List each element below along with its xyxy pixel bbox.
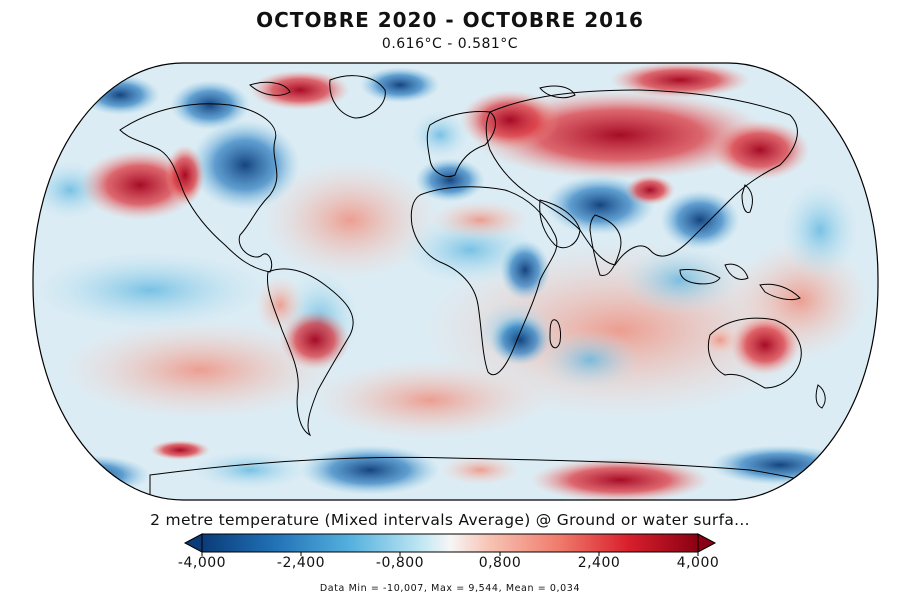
colorbar-tick-label: 4,000 <box>676 555 720 571</box>
map-subtitle: 0.616°C - 0.581°C <box>381 36 519 52</box>
colorbar-tick-label: -4,000 <box>177 555 227 571</box>
map-title: OCTOBRE 2020 - OCTOBRE 2016 <box>256 8 644 32</box>
colorbar-max-arrow <box>697 533 717 553</box>
data-stats: Data Min = -10,007, Max = 9,544, Mean = … <box>319 583 581 594</box>
colorbar-min-arrow <box>183 533 203 553</box>
colorbar <box>183 533 717 556</box>
anomaly-field <box>33 63 878 500</box>
globe-border <box>32 62 879 501</box>
variable-label: 2 metre temperature (Mixed intervals Ave… <box>150 511 750 529</box>
colorbar-tick-label: -0,800 <box>375 555 425 571</box>
colorbar-tick-label: 0,800 <box>478 555 522 571</box>
colorbar-tick-label: 2,400 <box>577 555 621 571</box>
colorbar-tick-label: -2,400 <box>276 555 326 571</box>
